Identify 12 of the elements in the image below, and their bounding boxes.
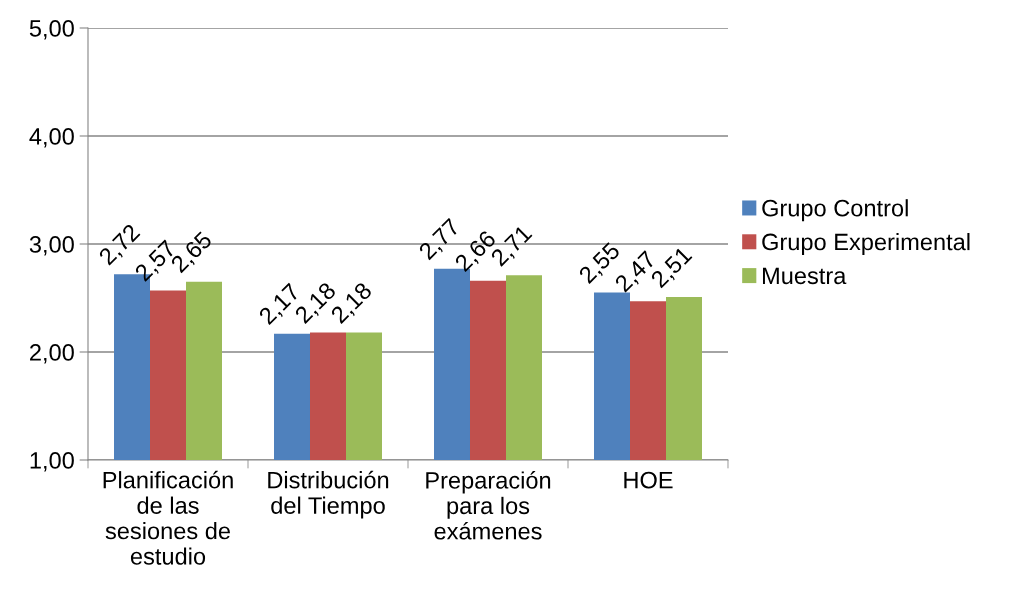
x-tick-label: Preparación para los exámenes	[426, 471, 551, 540]
legend-label: Grupo Control	[762, 199, 908, 222]
y-tick-label: 1,00	[30, 452, 74, 472]
y-tick-label: 3,00	[29, 236, 74, 256]
y-tick-label: 5,00	[29, 20, 74, 40]
x-tick-label: HOE	[624, 471, 673, 489]
legend-label: Grupo Experimental	[762, 233, 970, 255]
x-tick-label: Distribución del Tiempo	[268, 470, 389, 519]
x-tick-label: Planificación de las sesiones de estudio	[103, 470, 233, 565]
y-tick-label: 2,00	[30, 344, 74, 364]
legend-label: Muestra	[762, 267, 847, 285]
y-tick-label: 4,00	[29, 128, 74, 148]
